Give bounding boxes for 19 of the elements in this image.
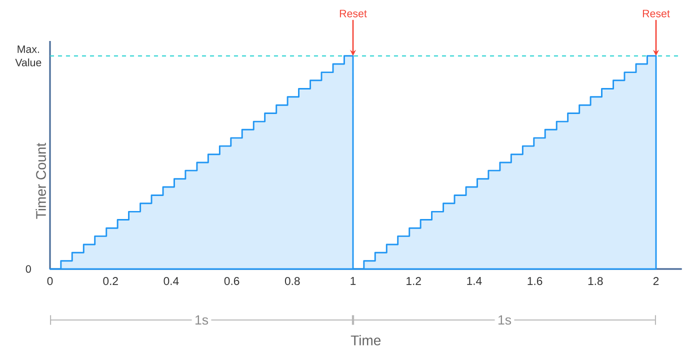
x-tick-label: 1.2 bbox=[406, 277, 421, 285]
annotation: Reset bbox=[642, 10, 670, 18]
x-tick-label: 1.8 bbox=[588, 277, 603, 286]
x-axis-title: Time bbox=[350, 335, 381, 346]
x-tick-label: 0 bbox=[47, 277, 53, 286]
text: 1s bbox=[195, 315, 208, 325]
x-tick-label: 2 bbox=[653, 277, 659, 285]
x-tick-label: 0.6 bbox=[224, 277, 240, 286]
annotation: Reset bbox=[340, 10, 367, 18]
x-tick-label: 0.8 bbox=[284, 277, 300, 286]
y-axis-title: Timer Count bbox=[36, 142, 46, 219]
ref-line-label: Max. Value bbox=[15, 46, 42, 66]
x-tick-label: 0.2 bbox=[103, 277, 118, 286]
ref-line-label: 0 bbox=[26, 265, 31, 273]
x-tick-label: 1.4 bbox=[467, 277, 482, 285]
x-tick-label: 1.6 bbox=[528, 277, 542, 286]
x-tick-label: 1 bbox=[350, 277, 356, 285]
x-tick-label: 0.4 bbox=[164, 277, 179, 286]
text: 1s bbox=[498, 315, 512, 325]
